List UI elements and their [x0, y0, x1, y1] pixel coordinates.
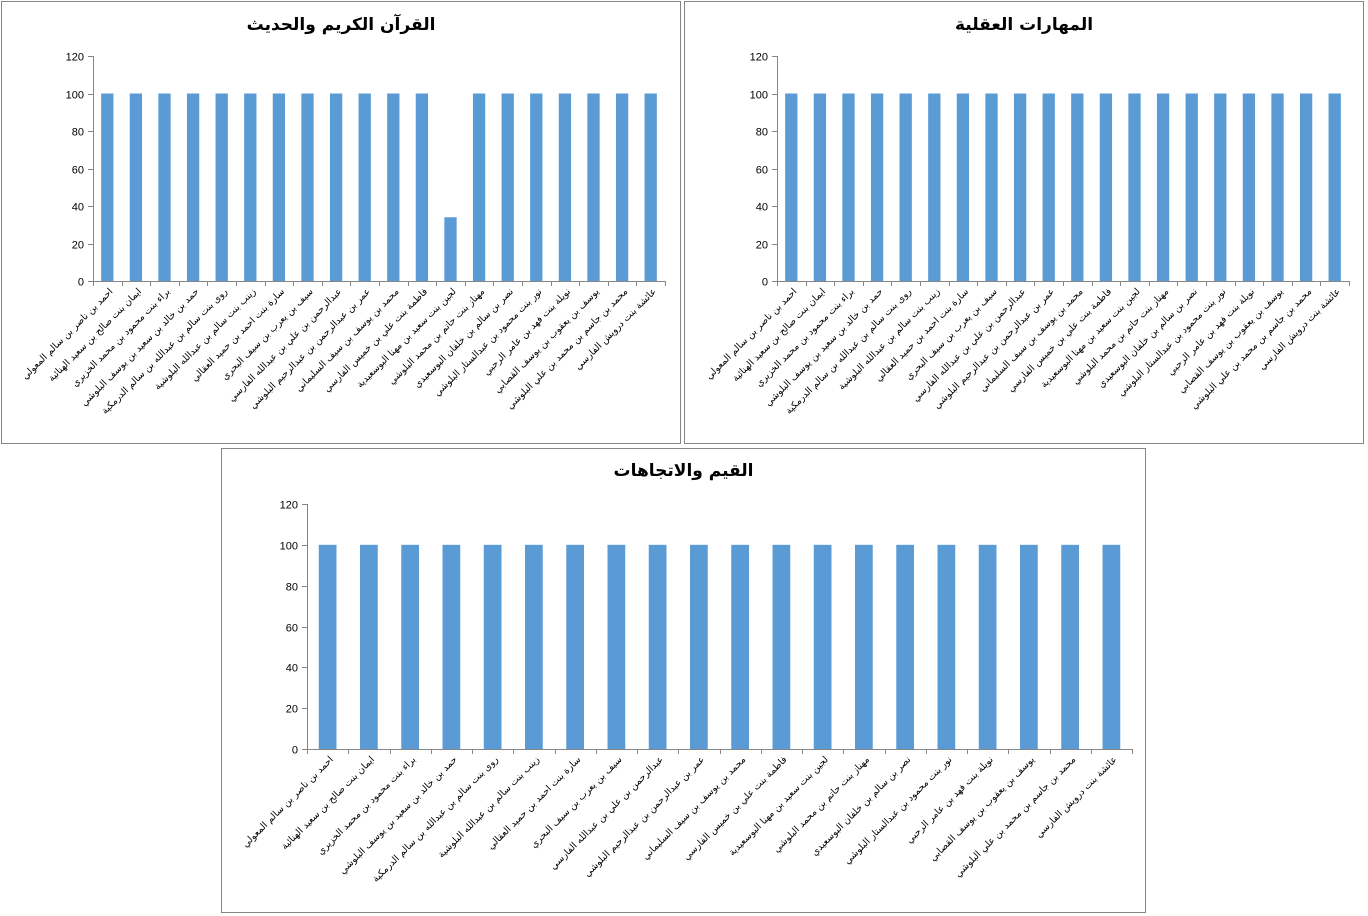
category-label: نويلة بنت فهد بن عامر الرحبي: [904, 754, 996, 846]
y-tick-label: 100: [66, 90, 84, 102]
bar: [301, 93, 314, 281]
bar: [644, 93, 657, 281]
bar: [813, 93, 827, 281]
bar: [244, 93, 257, 281]
bar: [813, 544, 832, 749]
bar: [387, 93, 400, 281]
bar: [1271, 93, 1284, 281]
bar: [215, 93, 228, 281]
y-tick-label: 80: [286, 582, 298, 594]
bar: [1299, 93, 1313, 281]
bar: [360, 544, 378, 749]
bar: [558, 93, 572, 281]
chart-title: المهارات العقلية: [954, 15, 1094, 35]
chart-title: القيم والاتجاهات: [613, 461, 754, 481]
bar: [978, 544, 997, 749]
bar: [566, 544, 584, 749]
bar: [444, 217, 457, 281]
bar: [101, 93, 114, 281]
bar: [1328, 93, 1341, 281]
bar: [318, 544, 337, 749]
bar: [648, 544, 667, 749]
bar: [785, 93, 798, 281]
y-tick-label: 0: [78, 277, 84, 289]
bar: [842, 93, 855, 281]
bar: [1128, 93, 1141, 281]
bar: [870, 93, 884, 281]
bar: [985, 93, 998, 281]
bar: [928, 93, 941, 281]
bar: [1185, 93, 1198, 281]
bar: [615, 93, 629, 281]
bar: [415, 93, 429, 281]
bar: [401, 544, 419, 749]
bar: [937, 544, 956, 749]
y-tick-label: 0: [292, 745, 298, 757]
y-tick-label: 120: [66, 52, 84, 64]
bar: [483, 544, 502, 749]
bar: [899, 93, 912, 281]
category-label: فاطمة بنت علي بن خميس الفارسي: [1006, 286, 1114, 394]
bar: [1102, 544, 1121, 749]
bar: [1214, 93, 1227, 281]
bar: [1099, 93, 1113, 281]
bar: [329, 93, 343, 281]
bar: [896, 544, 914, 749]
bar: [1020, 544, 1038, 749]
chart-title: القرآن الكريم والحديث: [246, 15, 436, 35]
y-tick-label: 60: [286, 623, 298, 635]
bar: [442, 544, 461, 749]
y-tick-label: 60: [756, 165, 768, 177]
bar: [272, 93, 286, 281]
y-tick-label: 60: [72, 165, 84, 177]
bar: [690, 544, 708, 749]
chart-quran-hadith: 0 20 40 60 80 100 120 احمد بن ناصر بن سالم المع…: [1, 1, 681, 444]
y-tick-label: 100: [280, 541, 298, 553]
category-label: يوسف بن يعقوب بن يوسف القصابي: [492, 286, 601, 395]
y-tick-label: 0: [762, 277, 768, 289]
bar: [1013, 93, 1027, 281]
y-tick-label: 80: [756, 127, 768, 139]
y-tick-label: 120: [750, 52, 768, 64]
bar: [1156, 93, 1170, 281]
bar: [1042, 93, 1055, 281]
bar: [358, 93, 371, 281]
y-tick-label: 20: [72, 240, 84, 252]
bar: [731, 544, 749, 749]
bar: [186, 93, 200, 281]
bar: [772, 544, 791, 749]
bar: [525, 544, 543, 749]
category-label: يوسف بن يعقوب بن يوسف القصابي: [1176, 286, 1285, 395]
bar: [158, 93, 171, 281]
bar: [587, 93, 600, 281]
bar: [607, 544, 626, 749]
y-tick-label: 120: [280, 500, 298, 512]
y-tick-label: 40: [756, 202, 768, 214]
bar: [956, 93, 970, 281]
y-tick-label: 40: [286, 663, 298, 675]
y-tick-label: 20: [286, 704, 298, 716]
y-tick-label: 40: [72, 202, 84, 214]
bar: [129, 93, 143, 281]
chart-values-attitudes: 0 20 40 60 80 100 120 احمد بن ناصر بن سالم المع…: [221, 448, 1146, 913]
bar: [1242, 93, 1256, 281]
bar: [530, 93, 543, 281]
category-label: فاطمة بنت علي بن خميس الفارسي: [322, 286, 430, 394]
y-tick-label: 100: [750, 90, 768, 102]
bar: [472, 93, 486, 281]
y-tick-label: 80: [72, 127, 84, 139]
category-label: عائشة بنت درويش الفارسي: [1034, 754, 1120, 840]
bar: [1061, 544, 1079, 749]
bar: [501, 93, 514, 281]
chart-mental-skills: 0 20 40 60 80 100 120 احمد بن ناصر بن سالم المع…: [684, 1, 1364, 444]
y-tick-label: 20: [756, 240, 768, 252]
bar: [855, 544, 873, 749]
bar: [1071, 93, 1084, 281]
